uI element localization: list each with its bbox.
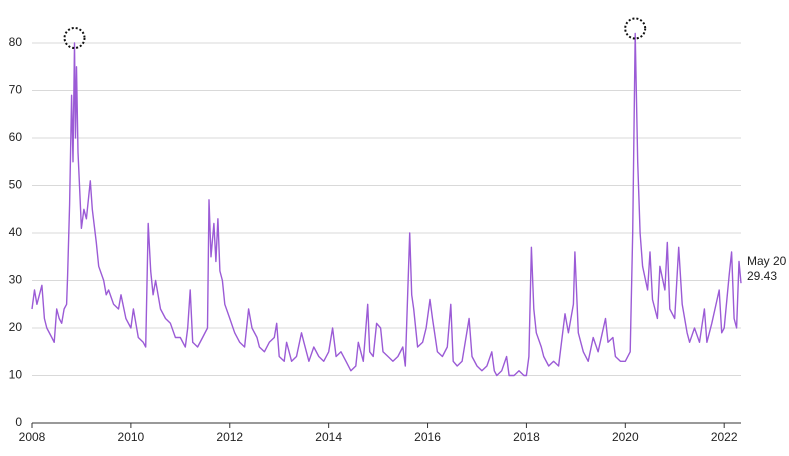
annotation: May 20 (747, 254, 787, 268)
x-tick-label: 2012 (216, 430, 243, 444)
peak-highlight (624, 17, 647, 40)
last-value-label: 29.43 (747, 269, 777, 283)
peak-highlight (63, 27, 86, 49)
x-tick-label: 2018 (513, 430, 540, 444)
y-tick-label: 30 (9, 273, 23, 287)
y-tick-label: 80 (9, 35, 23, 49)
x-tick-label: 2008 (19, 430, 46, 444)
x-tick-label: 2016 (414, 430, 441, 444)
y-tick-label: 20 (9, 320, 23, 334)
x-tick-label: 2010 (118, 430, 145, 444)
y-tick-label: 70 (9, 83, 23, 97)
x-tick-label: 2014 (315, 430, 342, 444)
x-tick-label: 2020 (612, 430, 639, 444)
y-tick-label: 40 (9, 225, 23, 239)
y-tick-label: 10 (9, 368, 23, 382)
y-tick-label: 50 (9, 178, 23, 192)
x-tick-label: 2022 (711, 430, 738, 444)
series-line (31, 32, 742, 377)
y-tick-label: 0 (15, 415, 22, 429)
y-tick-label: 60 (9, 130, 23, 144)
